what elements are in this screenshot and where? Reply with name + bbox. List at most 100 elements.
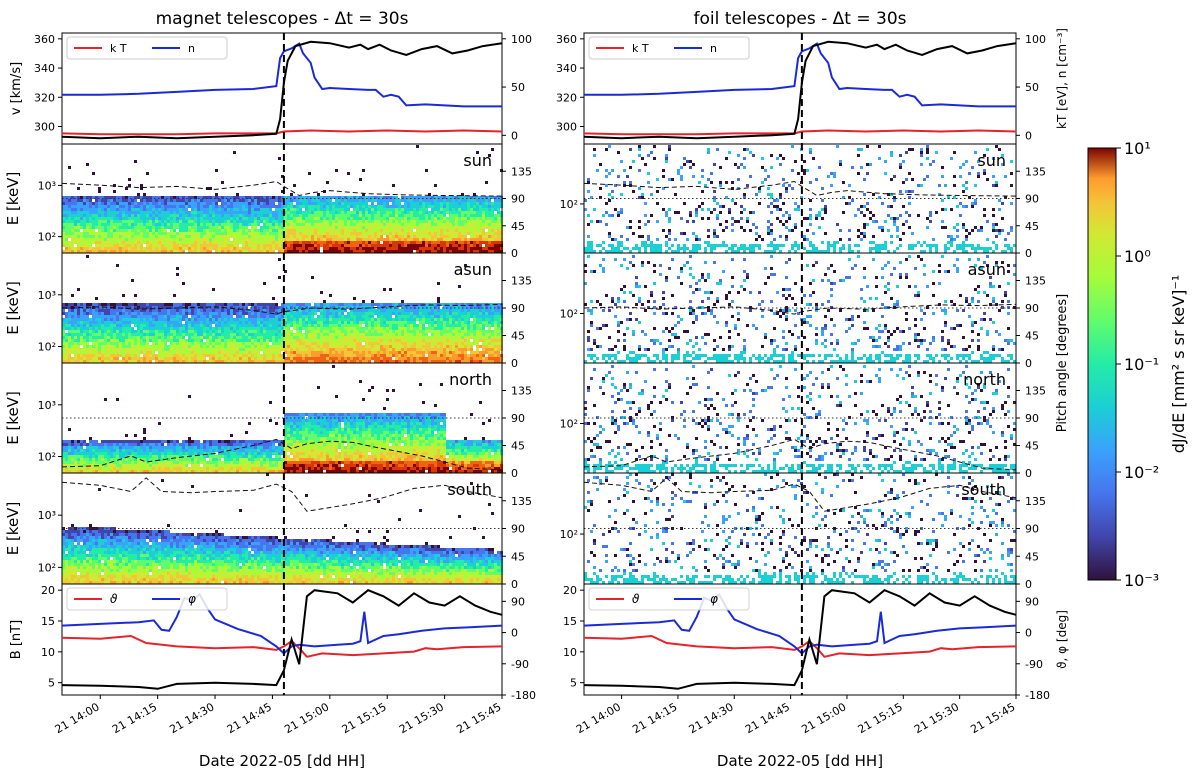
pitch-tick-label: 135 xyxy=(511,165,532,178)
field-ylabel-right: ϑ, φ [deg] xyxy=(1055,610,1069,669)
plasma-ylabel-right: kT [eV], n [cm⁻³] xyxy=(1055,28,1069,129)
field-legend-box xyxy=(66,587,228,611)
spectrogram-south-cells xyxy=(584,473,1016,584)
plasma-left-tick-label: 320 xyxy=(34,91,55,104)
spectrogram-asun-cells xyxy=(62,255,503,363)
pitch-tick-label: 0 xyxy=(511,247,518,260)
energy-axis-label: E [keV] xyxy=(4,281,22,335)
x-tick-label: 21 15:30 xyxy=(912,700,961,736)
field-left-tick-label: 10 xyxy=(563,646,577,659)
field-left-tick-label: 15 xyxy=(563,615,577,628)
kT-series-line xyxy=(583,129,1017,136)
legend-phi-label: φ xyxy=(710,592,718,606)
telescope-label: north xyxy=(449,370,492,389)
legend-kT-label: k T xyxy=(632,42,649,55)
legend-n-label: n xyxy=(710,42,717,55)
energy-tick-label: 10³ xyxy=(38,179,56,192)
energy-axis-label: E [keV] xyxy=(4,391,22,445)
field-left-tick-label: 20 xyxy=(41,584,55,597)
x-tick-label: 21 15:00 xyxy=(799,700,848,736)
plasma-legend-box xyxy=(588,36,750,60)
pitch-tick-label: 45 xyxy=(1025,550,1039,563)
telescope-label: north xyxy=(963,370,1006,389)
x-axis-label: Date 2022-05 [dd HH] xyxy=(199,752,365,770)
pitch-angle-line xyxy=(61,303,503,315)
pitch-tick-label: 45 xyxy=(1025,220,1039,233)
pitch-tick-label: 135 xyxy=(1025,165,1046,178)
field-left-tick-label: 20 xyxy=(563,584,577,597)
energy-tick-label: 10² xyxy=(560,528,578,541)
energy-axis-label: E [keV] xyxy=(4,172,22,226)
pitch-tick-label: 45 xyxy=(511,550,525,563)
field-right-tick-label: -180 xyxy=(511,689,536,702)
plasma-right-tick-label: 0 xyxy=(1025,129,1032,142)
velocity-series-line xyxy=(583,40,1017,140)
energy-tick-label: 10² xyxy=(38,341,56,354)
plasma-ylabel-left: v [km/s] xyxy=(9,62,24,115)
colorbar-tick-label: 10¹ xyxy=(1124,139,1151,158)
field-legend-box xyxy=(588,587,750,611)
energy-tick-label: 10² xyxy=(560,308,578,321)
x-tick-label: 21 14:30 xyxy=(687,700,736,736)
pitch-tick-label: 90 xyxy=(1025,523,1039,536)
pitch-angle-line xyxy=(583,180,1017,197)
column-title: foil telescopes - Δt = 30s xyxy=(693,9,906,29)
field-right-tick-label: -180 xyxy=(1025,689,1050,702)
field-right-tick-label: 0 xyxy=(511,627,518,640)
pitch-tick-label: 45 xyxy=(511,220,525,233)
pitch-tick-label: 0 xyxy=(1025,247,1032,260)
energy-axis-label: E [keV] xyxy=(4,502,22,556)
spectrogram-south-cells xyxy=(62,473,503,584)
telescope-label: south xyxy=(961,480,1006,499)
plasma-left-tick-label: 360 xyxy=(34,33,55,46)
plasma-right-tick-label: 100 xyxy=(511,33,532,46)
spectrogram-sun-cells xyxy=(62,145,503,253)
field-left-tick-label: 15 xyxy=(41,615,55,628)
telescope-label: sun xyxy=(977,151,1006,170)
x-tick-label: 21 15:15 xyxy=(856,700,905,736)
density-series-line xyxy=(62,42,502,108)
pitch-angle-line xyxy=(583,303,1017,315)
pitch-tick-label: 0 xyxy=(511,578,518,591)
legend-phi-label: φ xyxy=(188,592,196,606)
field-left-tick-label: 5 xyxy=(48,677,55,690)
plasma-legend-box xyxy=(66,36,228,60)
pitch-tick-label: 135 xyxy=(1025,495,1046,508)
pitch-tick-label: 90 xyxy=(511,302,525,315)
pitch-angle-line xyxy=(583,438,1017,471)
x-tick-label: 21 14:15 xyxy=(630,700,679,736)
kT-series-line xyxy=(61,129,503,136)
spectrogram-north-cells xyxy=(62,365,503,473)
spectrogram-north-cells xyxy=(584,365,1016,473)
energy-tick-label: 10² xyxy=(38,561,56,574)
field-right-tick-label: 90 xyxy=(511,595,525,608)
pitch-tick-label: 45 xyxy=(511,440,525,453)
x-tick-label: 21 14:15 xyxy=(110,700,159,736)
field-left-tick-label: 5 xyxy=(570,677,577,690)
colorbar-tick-label: 10⁰ xyxy=(1124,247,1151,266)
legend-kT-label: k T xyxy=(110,42,127,55)
colorbar xyxy=(1087,147,1117,581)
x-tick-label: 21 14:00 xyxy=(53,700,102,736)
plasma-left-tick-label: 340 xyxy=(34,62,55,75)
energy-tick-label: 10² xyxy=(560,198,578,211)
plasma-right-tick-label: 50 xyxy=(511,81,525,94)
pitch-tick-label: 135 xyxy=(1025,385,1046,398)
legend-n-label: n xyxy=(188,42,195,55)
field-right-tick-label: -90 xyxy=(511,658,529,671)
colorbar-tick-label: 10⁻² xyxy=(1124,463,1159,482)
colorbar-label: dJ/dE [mm² s sr keV]⁻¹ xyxy=(1169,275,1188,454)
pitch-tick-label: 45 xyxy=(1025,330,1039,343)
energy-tick-label: 10² xyxy=(38,451,56,464)
x-tick-label: 21 14:45 xyxy=(743,700,792,736)
energy-tick-label: 10³ xyxy=(38,289,56,302)
telescope-label: sun xyxy=(463,151,492,170)
field-ylabel-left: B [nT] xyxy=(9,620,24,659)
energy-tick-label: 10² xyxy=(560,418,578,431)
energy-tick-label: 10² xyxy=(38,231,56,244)
pitch-angle-line xyxy=(61,438,503,471)
field-left-tick-label: 10 xyxy=(41,646,55,659)
x-tick-label: 21 15:15 xyxy=(340,700,389,736)
pitch-tick-label: 0 xyxy=(1025,467,1032,480)
